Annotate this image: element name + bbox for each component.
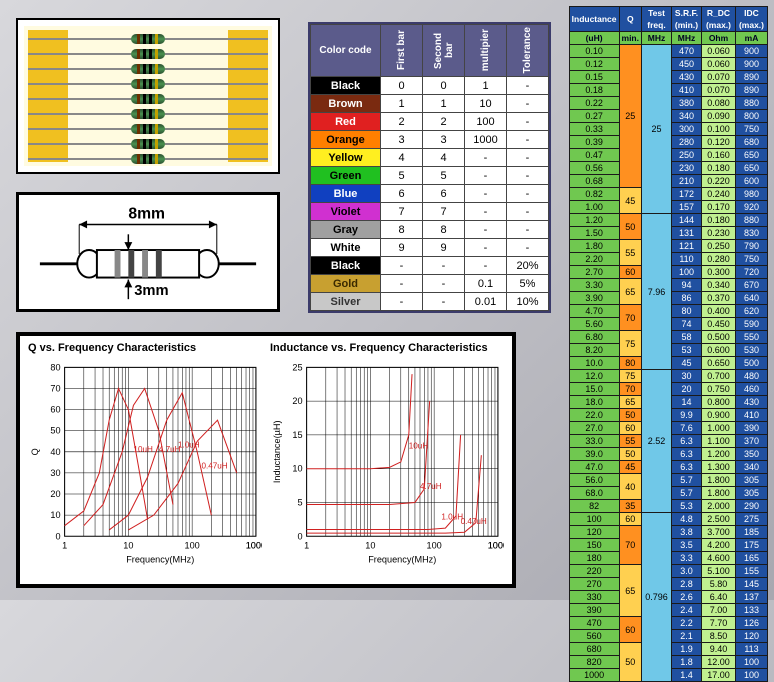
inductor-row xyxy=(28,122,268,136)
svg-text:10: 10 xyxy=(365,540,375,550)
svg-text:4.7uH: 4.7uH xyxy=(420,482,442,491)
dia-label: 3mm xyxy=(134,283,168,299)
svg-text:0: 0 xyxy=(297,531,302,541)
q-chart: Q vs. Frequency Characteristics 01020304… xyxy=(28,342,262,578)
svg-text:1000: 1000 xyxy=(246,540,262,550)
inductor-row xyxy=(28,32,268,46)
svg-text:30: 30 xyxy=(50,468,60,478)
inductor-row xyxy=(28,152,268,166)
spec-table: InductanceQTest freq.S.R.F. (min.)R_DC (… xyxy=(569,6,768,682)
svg-text:80: 80 xyxy=(50,362,60,372)
svg-text:Q: Q xyxy=(30,448,40,455)
svg-text:0: 0 xyxy=(55,531,60,541)
dimension-diagram: 8mm 3mm xyxy=(16,192,280,312)
length-label: 8mm xyxy=(128,206,165,223)
svg-text:70: 70 xyxy=(50,384,60,394)
inductor-photo xyxy=(16,18,280,174)
svg-text:50: 50 xyxy=(50,426,60,436)
svg-text:20: 20 xyxy=(50,489,60,499)
svg-text:15: 15 xyxy=(292,430,302,440)
svg-text:Frequency(MHz): Frequency(MHz) xyxy=(368,555,436,565)
svg-text:100: 100 xyxy=(427,540,442,550)
svg-text:10: 10 xyxy=(50,510,60,520)
svg-text:10uH: 10uH xyxy=(409,441,429,450)
inductor-row xyxy=(28,137,268,151)
svg-text:25: 25 xyxy=(292,362,302,372)
svg-text:100: 100 xyxy=(185,540,200,550)
svg-text:0.47uH: 0.47uH xyxy=(201,462,227,471)
charts-panel: Q vs. Frequency Characteristics 01020304… xyxy=(16,332,516,588)
svg-text:10: 10 xyxy=(292,464,302,474)
svg-text:5: 5 xyxy=(297,498,302,508)
svg-text:1: 1 xyxy=(62,540,67,550)
svg-text:0.47uH: 0.47uH xyxy=(461,517,487,526)
svg-text:20: 20 xyxy=(292,396,302,406)
inductor-row xyxy=(28,77,268,91)
inductor-row xyxy=(28,62,268,76)
svg-text:1000: 1000 xyxy=(488,540,504,550)
inductor-row xyxy=(28,47,268,61)
svg-text:Inductance(µH): Inductance(µH) xyxy=(272,420,282,483)
svg-text:Frequency(MHz): Frequency(MHz) xyxy=(126,555,194,565)
l-chart: Inductance vs. Frequency Characteristics… xyxy=(270,342,504,578)
svg-text:60: 60 xyxy=(50,405,60,415)
svg-text:10: 10 xyxy=(123,540,133,550)
color-code-table: Color codeFirst barSecond barmultipierTo… xyxy=(308,22,551,313)
svg-text:10uH: 10uH xyxy=(133,445,153,454)
inductor-row xyxy=(28,92,268,106)
svg-text:1: 1 xyxy=(304,540,309,550)
svg-text:40: 40 xyxy=(50,447,60,457)
inductor-row xyxy=(28,107,268,121)
